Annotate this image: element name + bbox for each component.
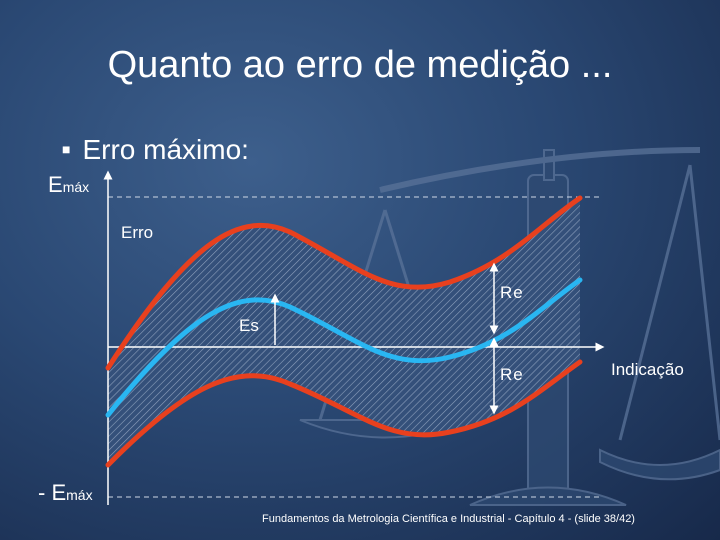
emax-subscript: máx <box>62 179 90 195</box>
bullet-text: Erro máximo: <box>82 134 249 165</box>
erro-axis-label: Erro <box>121 223 154 242</box>
bullet-item: ■ Erro máximo: <box>62 134 249 166</box>
neg-emax-subscript: máx <box>66 487 93 503</box>
slide-footer: Fundamentos da Metrologia Científica e I… <box>262 513 635 525</box>
systematic-error-curve <box>105 277 583 418</box>
emax-label: Emáx <box>48 172 89 198</box>
neg-emax-label: - Emáx <box>38 480 93 506</box>
emax-symbol: E <box>48 172 63 197</box>
square-bullet-icon: ■ <box>62 141 71 157</box>
slide-title: Quanto ao erro de medição ... <box>107 44 613 86</box>
lower-limit-curve <box>105 359 583 468</box>
error-band <box>108 198 580 465</box>
re-lower-label: Re <box>500 365 524 384</box>
upper-limit-curve <box>105 195 583 371</box>
re-upper-label: Re <box>500 283 524 302</box>
es-label: Es <box>239 316 259 335</box>
neg-emax-symbol: - E <box>38 480 67 505</box>
indicacao-axis-label: Indicação <box>611 360 684 379</box>
